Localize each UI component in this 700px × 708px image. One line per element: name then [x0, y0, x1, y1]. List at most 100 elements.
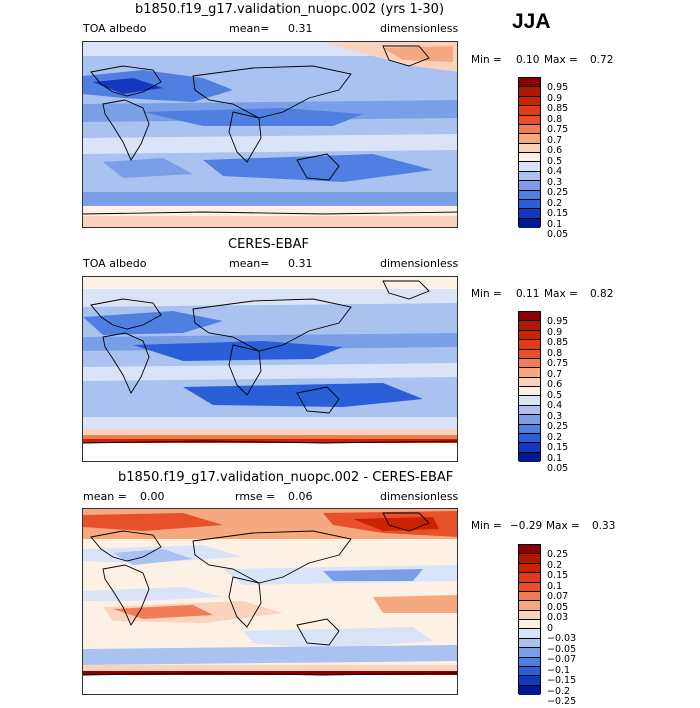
colorbar-swatch: [519, 405, 540, 416]
colorbar-swatch: [519, 563, 540, 574]
panel-2-map: [82, 276, 458, 462]
panel-1-colorbar-swatches: [519, 78, 540, 228]
colorbar-swatch: [519, 96, 540, 107]
colorbar-label: 0.25: [547, 187, 569, 198]
panel-1-variable-label: TOA albedo: [83, 22, 147, 35]
colorbar-label: 0.9: [547, 92, 563, 104]
colorbar-label: 0.75: [547, 124, 569, 135]
panel-1-map: [82, 41, 458, 228]
colorbar-label: 0.05: [547, 463, 569, 474]
colorbar-swatch: [519, 545, 540, 555]
colorbar-swatch: [519, 199, 540, 210]
colorbar-label: −0.05: [547, 643, 577, 655]
panel-3-title: b1850.f19_g17.validation_nuopc.002 - CER…: [118, 470, 454, 485]
colorbar-swatch: [519, 582, 540, 592]
colorbar-swatch: [519, 340, 540, 350]
panel-3-mean-value: 0.00: [140, 490, 165, 503]
colorbar-swatch: [519, 676, 540, 686]
colorbar-swatch: [519, 124, 540, 135]
panel-3-colorbar: [518, 544, 541, 695]
colorbar-label: −0.03: [547, 633, 577, 644]
panel-3-map-field: [83, 509, 457, 694]
colorbar-swatch: [519, 424, 540, 434]
colorbar-swatch: [519, 610, 540, 620]
panel-2-min-value: 0.11: [516, 288, 540, 300]
colorbar-swatch: [519, 601, 540, 611]
colorbar-label: 0.15: [547, 570, 569, 581]
panel-1-units: dimensionless: [380, 22, 459, 35]
panel-2-mean-label: mean=: [229, 257, 270, 270]
colorbar-swatch: [519, 162, 540, 172]
colorbar-label: 0.15: [547, 442, 569, 453]
colorbar-swatch: [519, 387, 540, 397]
colorbar-label: 0.7: [547, 134, 563, 146]
colorbar-swatch: [519, 321, 540, 331]
colorbar-label: −0.2: [547, 685, 571, 697]
colorbar-swatch: [519, 143, 540, 153]
colorbar-label: 0.85: [547, 337, 569, 348]
panel-2-colorbar: [518, 311, 541, 462]
colorbar-swatch: [519, 312, 540, 322]
colorbar-label: 0.6: [547, 379, 563, 390]
panel-1-mean-value: 0.31: [288, 22, 313, 35]
panel-2-max-label: Max =: [544, 288, 578, 300]
colorbar-swatch: [519, 368, 540, 378]
colorbar-swatch: [519, 209, 540, 219]
colorbar-swatch: [519, 190, 540, 200]
colorbar-label: 0.4: [547, 166, 563, 177]
colorbar-label: 0.75: [547, 358, 569, 369]
colorbar-label: 0.07: [547, 591, 569, 602]
colorbar-swatch: [519, 106, 540, 116]
colorbar-label: 0.8: [547, 347, 563, 359]
colorbar-label: 0.15: [547, 208, 569, 219]
panel-3-units: dimensionless: [380, 490, 459, 503]
panel-1-colorbar-labels: 0.95 0.9 0.85 0.8 0.75 0.7 0.6 0.5 0.4 0…: [547, 82, 569, 241]
colorbar-swatch: [519, 134, 540, 144]
panel-2-colorbar-labels: 0.95 0.9 0.85 0.8 0.75 0.7 0.6 0.5 0.4 0…: [547, 316, 569, 475]
colorbar-label: 0.4: [547, 400, 563, 411]
colorbar-swatch: [519, 573, 540, 583]
colorbar-label: −0.1: [547, 664, 571, 676]
panel-2-colorbar-swatches: [519, 312, 540, 462]
panel-1-map-field: [83, 42, 457, 227]
colorbar-label: 0.3: [547, 176, 563, 188]
colorbar-swatch: [519, 657, 540, 667]
colorbar-label: 0.3: [547, 410, 563, 422]
colorbar-swatch: [519, 648, 540, 658]
colorbar-label: 0.95: [547, 82, 569, 93]
colorbar-label: 0.05: [547, 229, 569, 240]
panel-1-mean-label: mean=: [229, 22, 270, 35]
colorbar-swatch: [519, 78, 540, 88]
colorbar-swatch: [519, 638, 540, 649]
colorbar-label: 0.1: [547, 218, 563, 230]
panel-3-max-value: 0.33: [592, 520, 616, 532]
colorbar-swatch: [519, 358, 540, 369]
colorbar-label: 0.03: [547, 612, 569, 623]
colorbar-label: −0.07: [547, 654, 577, 665]
colorbar-label: −0.25: [547, 696, 577, 707]
season-label: JJA: [512, 10, 551, 33]
colorbar-label: 0.2: [547, 431, 563, 443]
colorbar-label: 0.2: [547, 559, 563, 571]
colorbar-label: 0.25: [547, 549, 569, 560]
panel-3-min-label: Min =: [471, 520, 502, 532]
colorbar-swatch: [519, 433, 540, 444]
panel-1-min-value: 0.10: [516, 54, 540, 66]
panel-2-title: CERES-EBAF: [228, 237, 309, 252]
colorbar-swatch: [519, 218, 540, 228]
panel-1-colorbar: [518, 77, 541, 228]
colorbar-swatch: [519, 377, 540, 387]
panel-1-max-label: Max =: [544, 54, 578, 66]
panel-1-title: b1850.f19_g17.validation_nuopc.002 (yrs …: [135, 2, 445, 17]
panel-2-min-label: Min =: [471, 288, 502, 300]
panel-3-mean-label: mean =: [83, 490, 127, 503]
colorbar-label: −0.15: [547, 675, 577, 686]
panel-3-rmse-value: 0.06: [288, 490, 313, 503]
colorbar-swatch: [519, 115, 540, 125]
panel-2-variable-label: TOA albedo: [83, 257, 147, 270]
panel-3-map: [82, 508, 458, 695]
colorbar-label: 0.1: [547, 452, 563, 464]
colorbar-label: 0.5: [547, 389, 563, 401]
colorbar-label: 0.05: [547, 601, 569, 613]
panel-1-max-value: 0.72: [590, 54, 614, 66]
